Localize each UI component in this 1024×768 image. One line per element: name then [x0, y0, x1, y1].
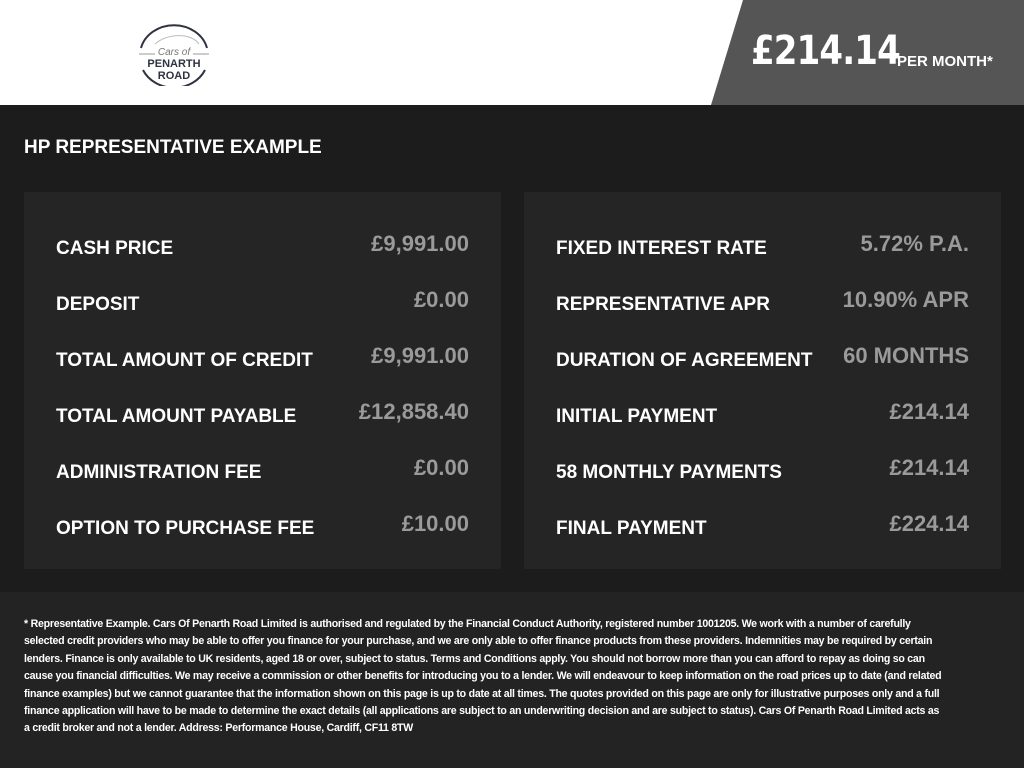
row-value: 5.72% P.A. [860, 231, 969, 256]
row-value: 60 MONTHS [843, 343, 969, 368]
row-value: £10.00 [401, 511, 469, 536]
row-label: ADMINISTRATION FEE [56, 462, 262, 483]
monthly-price-box: £214.14 PER MONTH* [711, 0, 1024, 105]
row-label: OPTION TO PURCHASE FEE [56, 518, 315, 539]
row-value: £0.00 [413, 455, 469, 480]
row-value: £0.00 [413, 287, 469, 312]
row-value: £12,858.40 [358, 399, 469, 424]
finance-row: DURATION OF AGREEMENT 60 MONTHS [556, 328, 969, 384]
logo-name: PENARTH ROAD [147, 58, 201, 82]
row-label: 58 MONTHLY PAYMENTS [556, 462, 782, 483]
logo-script: Cars of [157, 47, 191, 58]
row-label: DURATION OF AGREEMENT [556, 350, 813, 371]
per-month-label: PER MONTH* [897, 53, 993, 70]
row-label: FIXED INTEREST RATE [556, 238, 767, 259]
finance-panel-left: CASH PRICE £9,991.00 DEPOSIT £0.00 TOTAL A… [24, 192, 501, 569]
finance-row: FIXED INTEREST RATE 5.72% P.A. [556, 216, 969, 272]
row-value: 10.90% APR [842, 287, 969, 312]
finance-row: 58 MONTHLY PAYMENTS £214.14 [556, 440, 969, 496]
row-label: CASH PRICE [56, 238, 174, 259]
finance-row: OPTION TO PURCHASE FEE £10.00 [56, 496, 469, 552]
row-label: TOTAL AMOUNT PAYABLE [56, 406, 297, 427]
finance-row: DEPOSIT £0.00 [56, 272, 469, 328]
row-value: £224.14 [889, 511, 969, 536]
row-label: INITIAL PAYMENT [556, 406, 718, 427]
row-label: FINAL PAYMENT [556, 518, 707, 539]
section-title: HP REPRESENTATIVE EXAMPLE [24, 137, 322, 158]
row-label: TOTAL AMOUNT OF CREDIT [56, 350, 313, 371]
row-value: £214.14 [889, 399, 969, 424]
finance-panel-right: FIXED INTEREST RATE 5.72% P.A. REPRESENTA… [524, 192, 1001, 569]
row-value: £9,991.00 [371, 231, 469, 256]
disclaimer-text: * Representative Example. Cars Of Penart… [24, 618, 942, 735]
logo[interactable]: Cars of PENARTH ROAD [133, 20, 215, 86]
finance-row: FINAL PAYMENT £224.14 [556, 496, 969, 552]
finance-row: CASH PRICE £9,991.00 [56, 216, 469, 272]
monthly-price: £214.14 [751, 28, 901, 74]
finance-row: TOTAL AMOUNT PAYABLE £12,858.40 [56, 384, 469, 440]
finance-row: TOTAL AMOUNT OF CREDIT £9,991.00 [56, 328, 469, 384]
finance-row: ADMINISTRATION FEE £0.00 [56, 440, 469, 496]
row-label: REPRESENTATIVE APR [556, 294, 770, 315]
finance-row: INITIAL PAYMENT £214.14 [556, 384, 969, 440]
row-label: DEPOSIT [56, 294, 140, 315]
finance-row: REPRESENTATIVE APR 10.90% APR [556, 272, 969, 328]
footer: * Representative Example. Cars Of Penart… [0, 592, 1024, 768]
row-value: £214.14 [889, 455, 969, 480]
logo-ring-icon [139, 24, 209, 86]
header: Cars of PENARTH ROAD £214.14 PER MONTH* [0, 0, 1024, 105]
row-value: £9,991.00 [371, 343, 469, 368]
